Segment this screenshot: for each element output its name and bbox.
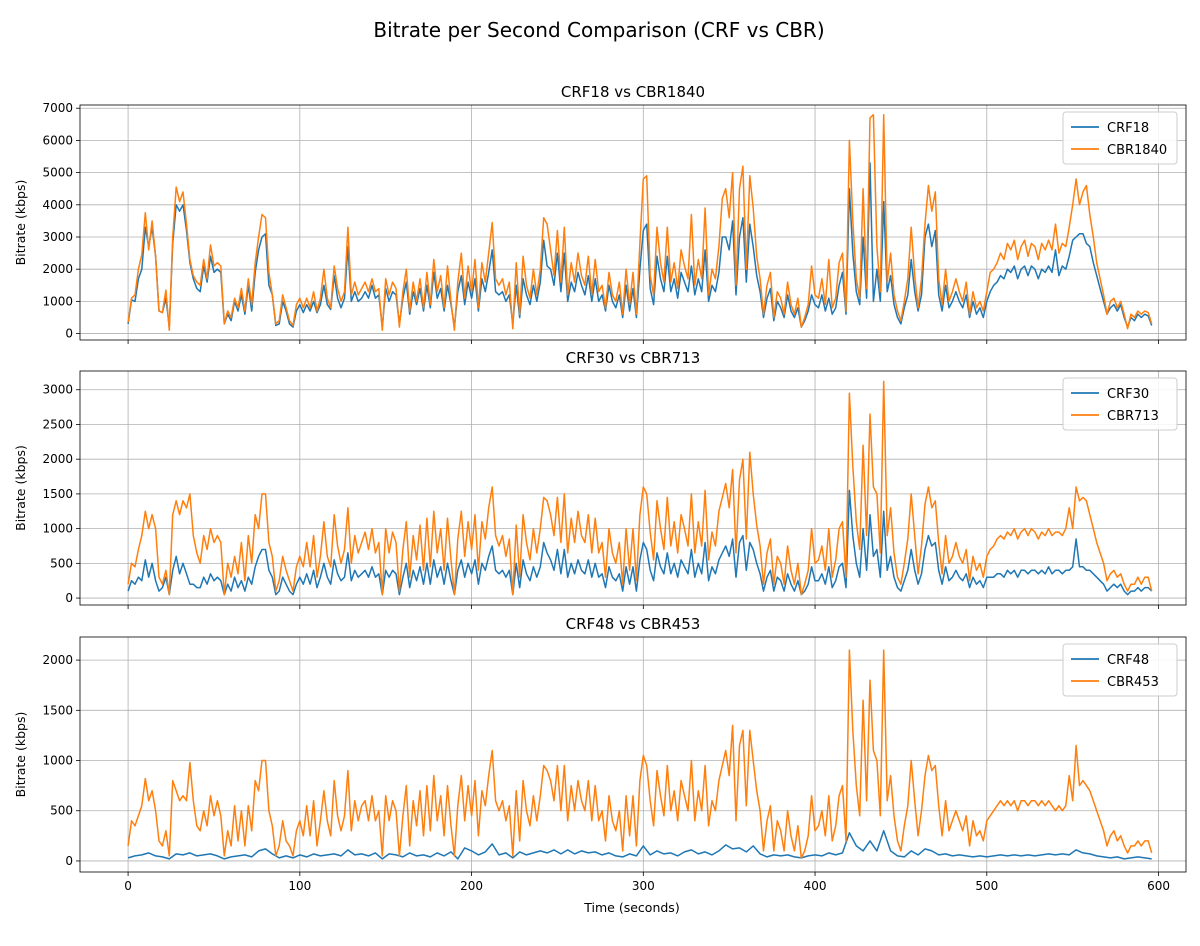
x-tick-label: 100 — [288, 879, 311, 893]
legend-label-cbr1840: CBR1840 — [1107, 143, 1167, 158]
x-tick-label: 600 — [1147, 879, 1170, 893]
y-tick-label: 0 — [65, 854, 73, 868]
y-tick-label: 2000 — [42, 653, 73, 667]
y-tick-label: 2000 — [42, 452, 73, 466]
legend-frame — [1062, 643, 1178, 697]
y-axis-label: Bitrate (kbps) — [13, 445, 28, 531]
y-tick-label: 7000 — [42, 101, 73, 115]
y-tick-label: 1500 — [42, 703, 73, 717]
panel-title: CRF48 vs CBR453 — [566, 615, 701, 633]
y-tick-label: 5000 — [42, 166, 73, 180]
series-line-crf30 — [127, 489, 1153, 596]
legend: CRF18 CBR1840 — [1062, 111, 1178, 165]
y-tick-label: 500 — [50, 804, 73, 818]
y-tick-label: 2500 — [42, 417, 73, 431]
series-line-crf48 — [127, 830, 1152, 860]
series-line-cbr1840 — [127, 113, 1153, 332]
axes-frame — [79, 370, 1187, 606]
legend: CRF48 CBR453 — [1062, 643, 1178, 697]
series-line-crf18 — [127, 162, 1153, 328]
legend: CRF30 CBR713 — [1062, 377, 1178, 431]
axes-frame — [79, 104, 1187, 341]
panel-1: 0 1000 2000 3000 4000 5000 6000 7000 CRF18 vs CB… — [13, 83, 1187, 344]
y-tick-label: 500 — [50, 556, 73, 570]
series-line-cbr713 — [127, 380, 1153, 596]
panel-3: 0 500 1000 1500 2000 0 100 200 300 400 500 600 CRF48… — [13, 615, 1187, 893]
x-tick-label: 400 — [804, 879, 827, 893]
y-tick-label: 6000 — [42, 133, 73, 147]
legend-frame — [1062, 377, 1178, 431]
y-tick-label: 1000 — [42, 754, 73, 768]
y-tick-label: 1500 — [42, 487, 73, 501]
y-tick-label: 1000 — [42, 522, 73, 536]
x-tick-label: 500 — [975, 879, 998, 893]
legend-frame — [1062, 111, 1178, 165]
y-tick-label: 1000 — [42, 294, 73, 308]
legend-label-cbr713: CBR713 — [1107, 409, 1159, 424]
x-tick-label: 300 — [632, 879, 655, 893]
y-tick-label: 4000 — [42, 198, 73, 212]
y-tick-label: 3000 — [42, 230, 73, 244]
panel-title: CRF30 vs CBR713 — [566, 349, 701, 367]
y-tick-label: 0 — [65, 327, 73, 341]
axes-frame — [79, 636, 1187, 873]
y-tick-label: 3000 — [42, 383, 73, 397]
x-tick-label: 200 — [460, 879, 483, 893]
figure-title: Bitrate per Second Comparison (CRF vs CB… — [373, 18, 824, 42]
y-tick-label: 2000 — [42, 262, 73, 276]
legend-label-crf48: CRF48 — [1107, 653, 1149, 668]
x-axis-label: Time (seconds) — [583, 900, 679, 915]
panel-title: CRF18 vs CBR1840 — [561, 83, 705, 101]
panel-2: 0 500 1000 1500 2000 2500 3000 CRF30 vs CBR713 B… — [13, 349, 1187, 609]
y-tick-label: 0 — [65, 591, 73, 605]
y-axis-label: Bitrate (kbps) — [13, 180, 28, 266]
y-axis-label: Bitrate (kbps) — [13, 712, 28, 798]
legend-label-crf18: CRF18 — [1107, 121, 1149, 136]
legend-label-crf30: CRF30 — [1107, 387, 1149, 402]
x-tick-label: 0 — [124, 879, 132, 893]
series-line-cbr453 — [127, 649, 1153, 859]
legend-label-cbr453: CBR453 — [1107, 675, 1159, 690]
